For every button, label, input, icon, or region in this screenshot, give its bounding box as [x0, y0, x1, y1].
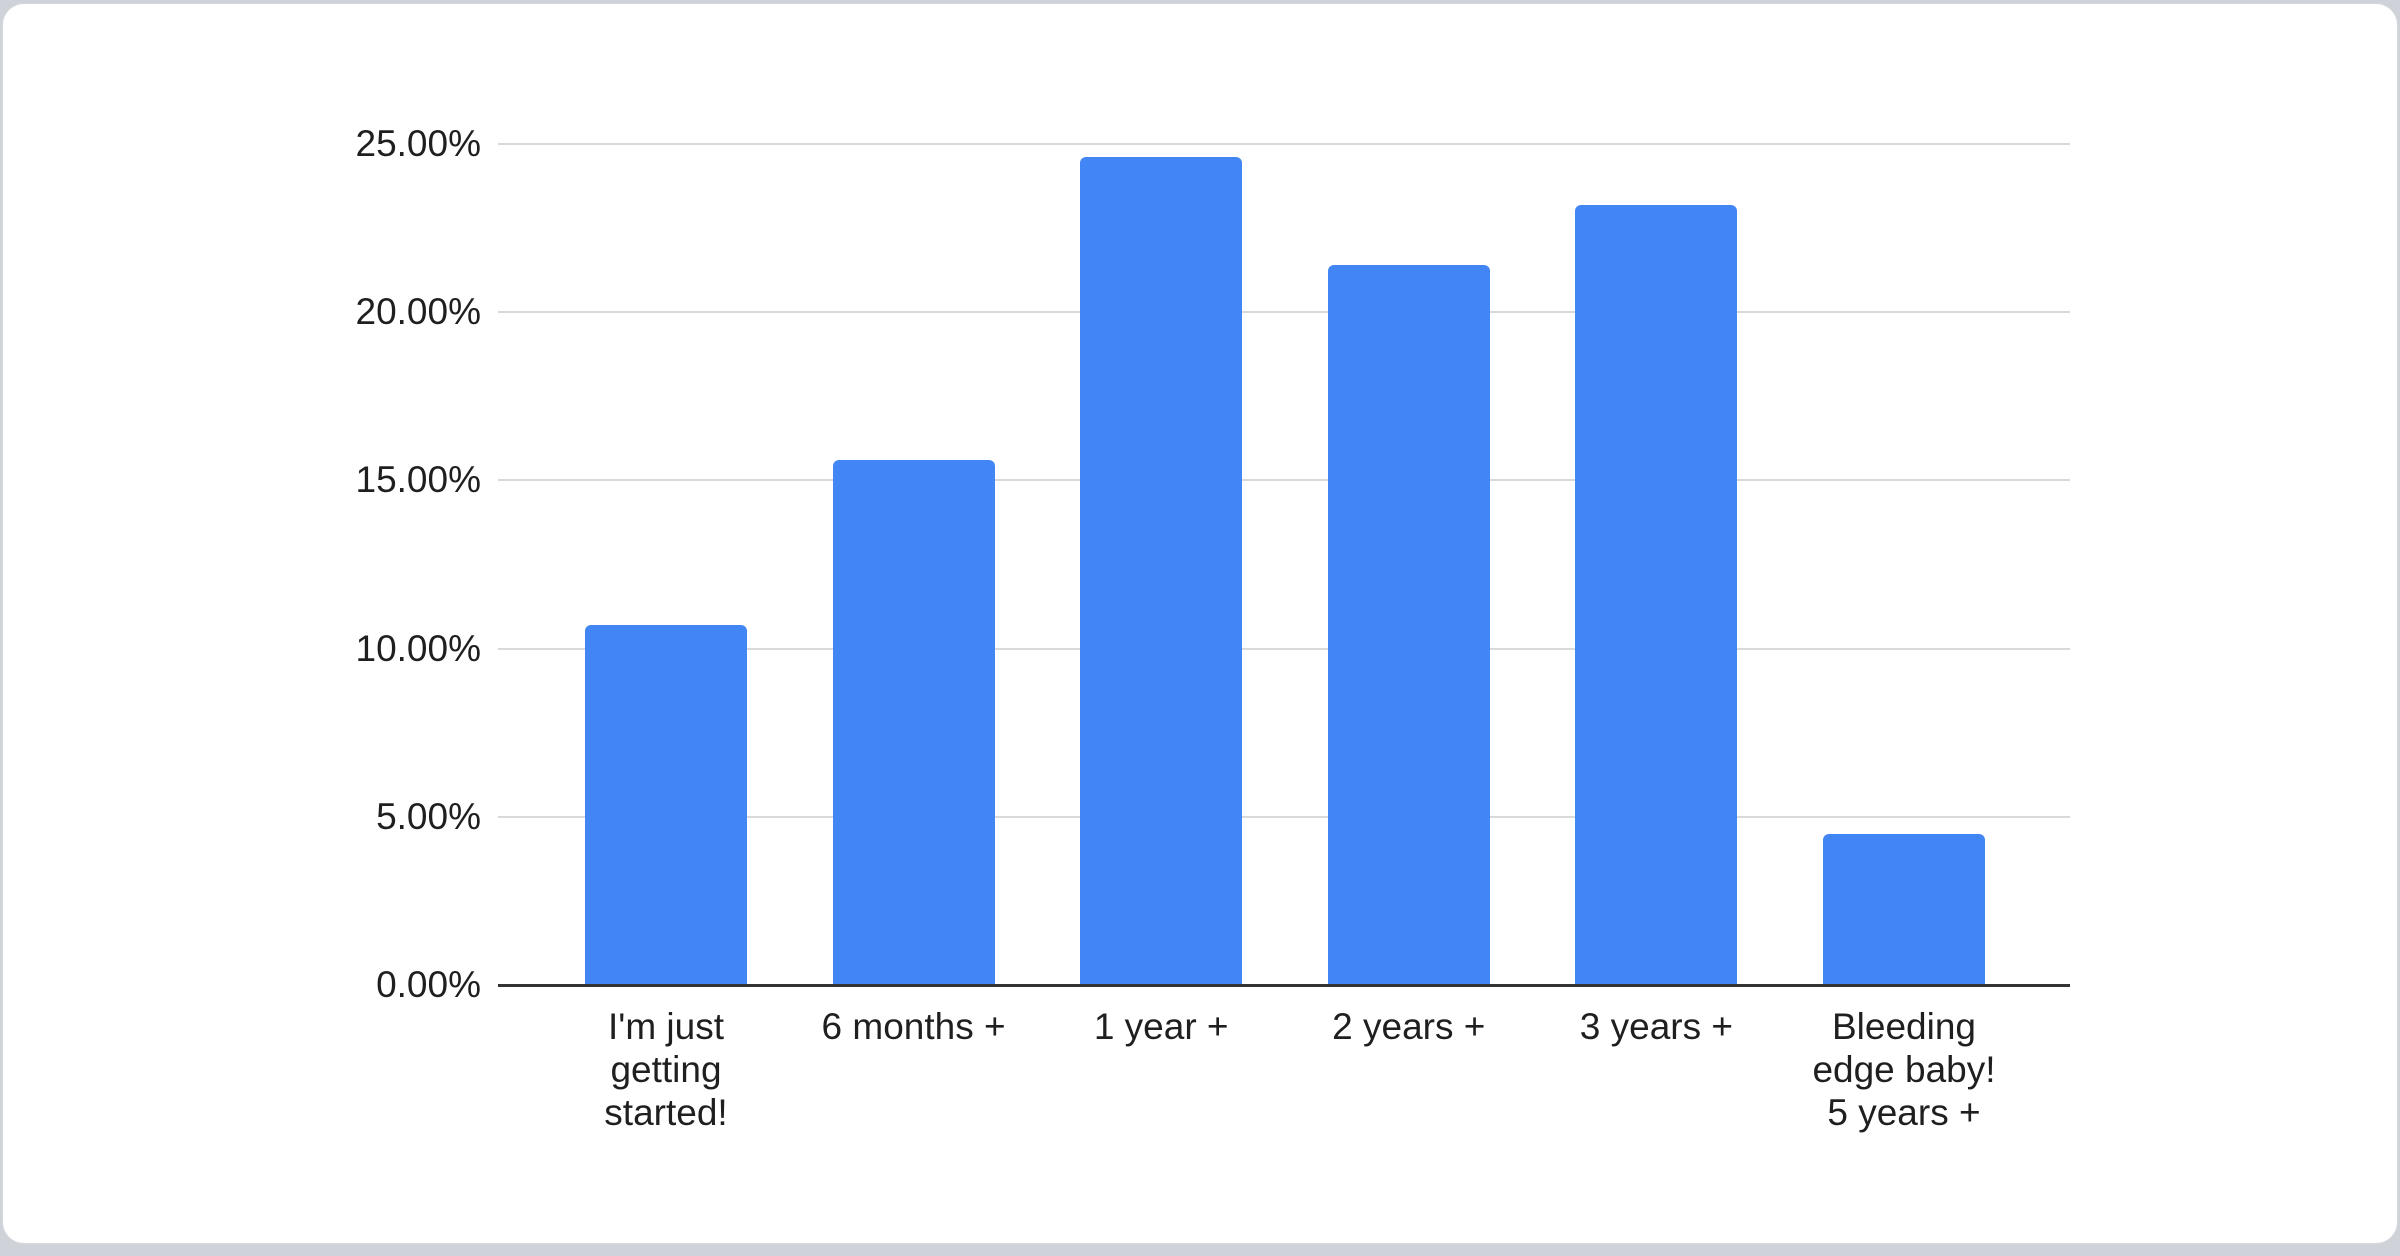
bar-5 — [1575, 204, 1738, 985]
y-tick-label: 25.00% — [355, 123, 482, 164]
x-category-label: 2 years + — [1332, 1006, 1486, 1047]
bar-2 — [832, 460, 995, 985]
x-category-label: 1 year + — [1093, 1006, 1229, 1047]
x-category-label: 3 years + — [1579, 1006, 1733, 1047]
y-tick-label: 15.00% — [355, 459, 482, 501]
bar-1 — [585, 625, 747, 985]
bar-4 — [1327, 265, 1490, 985]
bar-3 — [1080, 157, 1243, 985]
gridline-20pct — [498, 311, 2070, 314]
bar-6 — [1823, 833, 1985, 985]
y-tick-label: 20.00% — [355, 291, 482, 333]
chart-card: 0.00% 5.00% 10.00% 15.00% 20.00% 25.00% I'm j… — [2, 3, 2398, 1244]
y-tick-label: 0.00% — [376, 964, 481, 1005]
y-tick-label: 5.00% — [376, 795, 481, 837]
gridline-10pct — [498, 647, 2070, 650]
x-category-label: I'm just getting started! — [604, 1006, 728, 1133]
y-tick-label: 10.00% — [355, 627, 482, 669]
gridline-25pct — [498, 143, 2070, 145]
x-category-label: Bleeding edge baby! 5 years + — [1812, 1006, 1996, 1133]
gridline-5pct — [498, 815, 2070, 818]
x-axis-baseline — [498, 984, 2070, 987]
x-category-label: 6 months + — [821, 1006, 1006, 1047]
gridline-15pct — [498, 479, 2070, 482]
bar-chart: 0.00% 5.00% 10.00% 15.00% 20.00% 25.00% I'm j… — [3, 4, 2397, 1243]
